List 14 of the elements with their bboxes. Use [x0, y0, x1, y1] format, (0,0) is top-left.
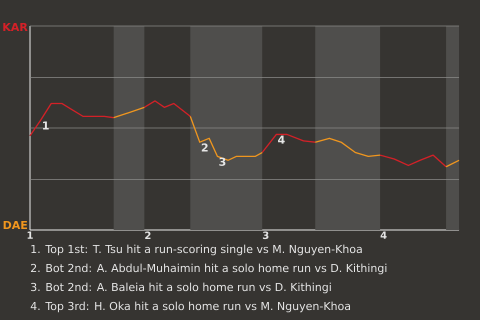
x-tick-label: 1 [28, 232, 33, 239]
text: DAE [4, 220, 27, 229]
text: 4. Top 3rd: H. Oka hit a solo home run vs M. Nguyen-Khoa [30, 302, 350, 312]
annotation: 3 [219, 158, 226, 166]
annotation: 4 [278, 136, 285, 144]
text: 1. Top 1st: T. Tsu hit a run-scoring single vs M. Nguyen-Khoa [31, 244, 362, 256]
x-tick-label: 4 [380, 232, 387, 239]
x-tick-label: 3 [262, 232, 268, 240]
text: 2. Bot 2nd: A. Abdul-Muhaimin hit a solo home run vs D. Kithingi [31, 264, 386, 274]
text: KAR [3, 22, 28, 31]
x-tick-label: 2 [145, 232, 150, 239]
annotation: 2 [202, 143, 208, 152]
annotation: 1 [43, 121, 49, 130]
text: 3. Bot 2nd: A. Baleia hit a solo home run vs D. Kithingi [31, 282, 331, 294]
